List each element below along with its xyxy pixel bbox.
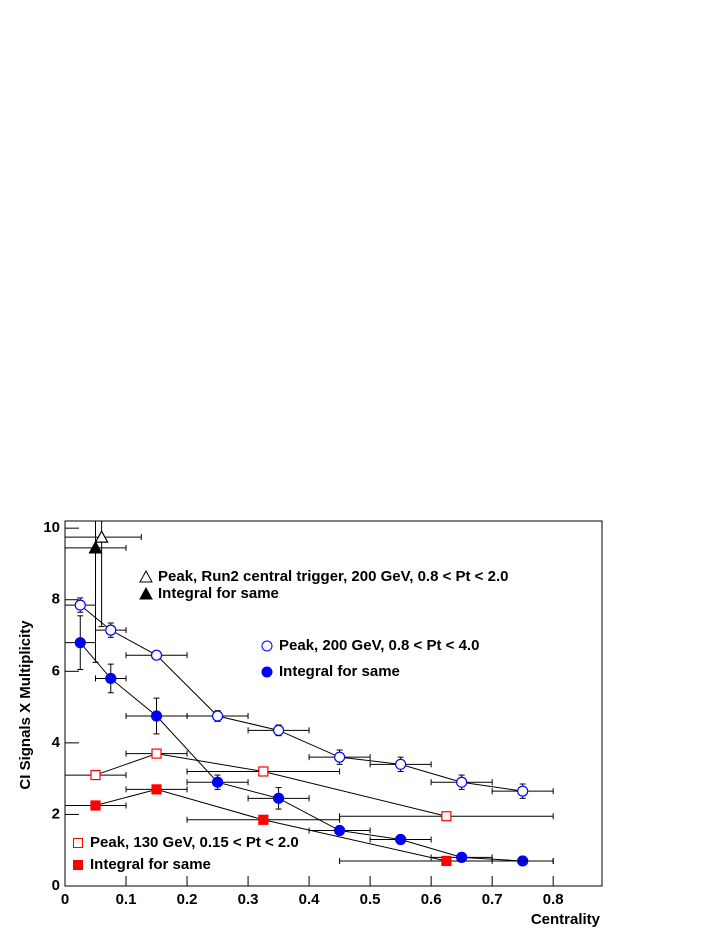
marker	[395, 758, 407, 770]
marker	[258, 814, 269, 825]
marker	[151, 784, 162, 795]
x-tick-label: 0.5	[360, 891, 381, 908]
legend-marker	[73, 838, 83, 848]
y-tick-label: 6	[52, 662, 60, 679]
legend-label: Integral for same	[90, 856, 211, 873]
marker	[258, 766, 269, 777]
marker	[74, 637, 86, 649]
marker	[272, 724, 285, 736]
legend-marker	[261, 640, 273, 652]
plot-area	[65, 521, 554, 867]
marker	[211, 710, 224, 722]
marker	[151, 748, 162, 759]
marker	[150, 649, 163, 661]
marker	[456, 851, 468, 863]
marker	[334, 824, 346, 837]
legend-label: Integral for same	[279, 663, 400, 680]
y-tick-label: 10	[43, 519, 60, 536]
marker	[94, 529, 109, 543]
x-tick-label: 0.3	[238, 891, 259, 908]
x-tick-label: 0.6	[421, 891, 442, 908]
plot-frame	[64, 520, 603, 887]
y-axis-label: CI Signals X Multiplicity	[17, 620, 34, 790]
marker	[441, 811, 452, 822]
marker	[105, 672, 117, 685]
y-tick-label: 2	[52, 805, 60, 822]
legend-marker	[261, 666, 273, 678]
series-line	[79, 604, 523, 792]
legend-marker	[139, 586, 153, 600]
marker	[90, 769, 101, 781]
marker	[150, 710, 163, 722]
legend-label: Peak, 200 GeV, 0.8 < Pt < 4.0	[279, 637, 479, 654]
y-tick-label: 0	[52, 877, 60, 894]
x-tick-label: 0.7	[482, 891, 503, 908]
legend-marker	[73, 860, 83, 870]
x-tick-label: 0	[61, 891, 69, 908]
marker	[441, 855, 452, 867]
marker	[88, 540, 103, 554]
marker	[395, 833, 407, 846]
marker	[517, 785, 529, 797]
x-tick-label: 0.8	[543, 891, 564, 908]
legend-label: Integral for same	[158, 585, 279, 602]
x-tick-label: 0.1	[116, 891, 137, 908]
legend-marker	[139, 569, 153, 583]
marker	[211, 776, 224, 788]
marker	[105, 624, 117, 636]
x-tick-label: 0.2	[177, 891, 198, 908]
legend-label: Peak, 130 GeV, 0.15 < Pt < 2.0	[90, 834, 299, 851]
marker	[272, 792, 285, 804]
y-tick-label: 4	[52, 734, 61, 751]
marker	[334, 751, 346, 763]
x-tick-label: 0.4	[299, 891, 321, 908]
legend-label: Peak, Run2 central trigger, 200 GeV, 0.8…	[158, 568, 508, 585]
marker	[456, 776, 468, 788]
marker	[74, 599, 86, 611]
marker	[90, 800, 101, 811]
series-line	[95, 753, 447, 817]
y-tick-label: 8	[52, 591, 60, 608]
x-axis-label: Centrality	[531, 911, 601, 928]
series-line	[95, 788, 447, 862]
